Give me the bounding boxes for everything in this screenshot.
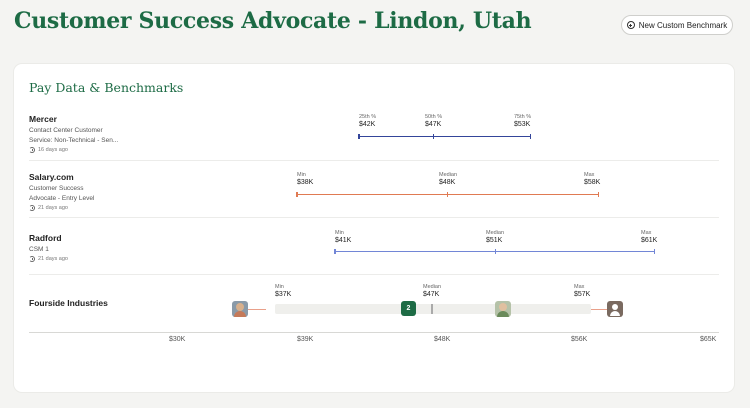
history-icon: [29, 205, 35, 211]
radford-min-label: Min $41K: [335, 230, 352, 244]
row-divider: [29, 274, 719, 275]
employee-avatar[interactable]: [495, 301, 511, 317]
source-updated: 16 days ago: [29, 147, 118, 153]
pay-data-card: Pay Data & Benchmarks Mercer Contact Cen…: [14, 64, 734, 392]
source-name: Mercer: [29, 114, 57, 124]
radford-max-tick: [653, 249, 655, 254]
history-icon: [29, 147, 35, 153]
salary-min-tick: [296, 192, 298, 197]
mercer-p25-label: 25th % $42K: [359, 114, 377, 128]
row-divider: [29, 217, 719, 218]
fourside-right-whisker: [589, 308, 607, 310]
salary-max-label: Max $58K: [584, 172, 601, 186]
card-title: Pay Data & Benchmarks: [29, 80, 184, 95]
employee-count-badge[interactable]: 2: [401, 301, 416, 316]
new-custom-benchmark-label: New Custom Benchmark: [638, 20, 728, 30]
mercer-p75-label: 75th % $53K: [514, 114, 532, 128]
source-fourside-industries: Fourside Industries: [29, 298, 108, 308]
plus-circle-icon: [626, 21, 635, 29]
source-name: Fourside Industries: [29, 298, 108, 308]
fourside-max-label: Max $57K: [574, 284, 591, 298]
salary-median-label: Median $48K: [439, 172, 458, 186]
employee-avatar[interactable]: [232, 301, 248, 317]
new-custom-benchmark-button[interactable]: New Custom Benchmark: [621, 15, 733, 35]
mercer-p75-tick: [529, 134, 531, 139]
history-icon: [29, 256, 35, 262]
fourside-median-label: Median $47K: [423, 284, 442, 298]
x-axis-tick-label: $56K: [571, 336, 588, 343]
page-title: Customer Success Advocate - Lindon, Utah: [14, 8, 532, 34]
x-axis-line: [29, 332, 719, 333]
salary-range-bar[interactable]: [297, 193, 599, 195]
source-name: Salary.com: [29, 172, 74, 182]
source-subtitle: Contact Center Customer Service: Non-Tec…: [29, 127, 119, 144]
mercer-p50-tick: [432, 134, 434, 139]
radford-min-tick: [334, 249, 336, 254]
salary-median-tick: [446, 192, 448, 197]
source-subtitle: Customer Success Advocate - Entry Level: [29, 185, 95, 202]
x-axis-tick-label: $65K: [700, 336, 717, 343]
source-updated: 21 days ago: [29, 205, 94, 211]
salary-max-tick: [597, 192, 599, 197]
radford-max-label: Max $61K: [641, 230, 658, 244]
fourside-min-label: Min $37K: [275, 284, 292, 298]
x-axis-tick-label: $39K: [297, 336, 314, 343]
source-updated: 21 days ago: [29, 256, 68, 262]
source-radford: Radford CSM 1 21 days ago: [29, 233, 68, 262]
fourside-left-whisker: [246, 308, 266, 310]
fourside-median-tick: [431, 304, 433, 314]
fourside-range-track[interactable]: [275, 304, 591, 314]
x-axis-tick-label: $48K: [434, 336, 451, 343]
salary-min-label: Min $38K: [297, 172, 314, 186]
x-axis-tick-label: $30K: [169, 336, 186, 343]
source-mercer: Mercer Contact Center Customer Service: …: [29, 114, 118, 153]
source-subtitle: CSM 1: [29, 246, 49, 253]
source-salary-com: Salary.com Customer Success Advocate - E…: [29, 172, 94, 211]
source-name: Radford: [29, 233, 62, 243]
row-divider: [29, 160, 719, 161]
mercer-p25-tick: [358, 134, 360, 139]
mercer-range-bar[interactable]: [359, 135, 531, 137]
radford-median-tick: [494, 249, 496, 254]
mercer-p50-label: 50th % $47K: [425, 114, 443, 128]
radford-median-label: Median $51K: [486, 230, 505, 244]
employee-avatar-placeholder[interactable]: [607, 301, 623, 317]
